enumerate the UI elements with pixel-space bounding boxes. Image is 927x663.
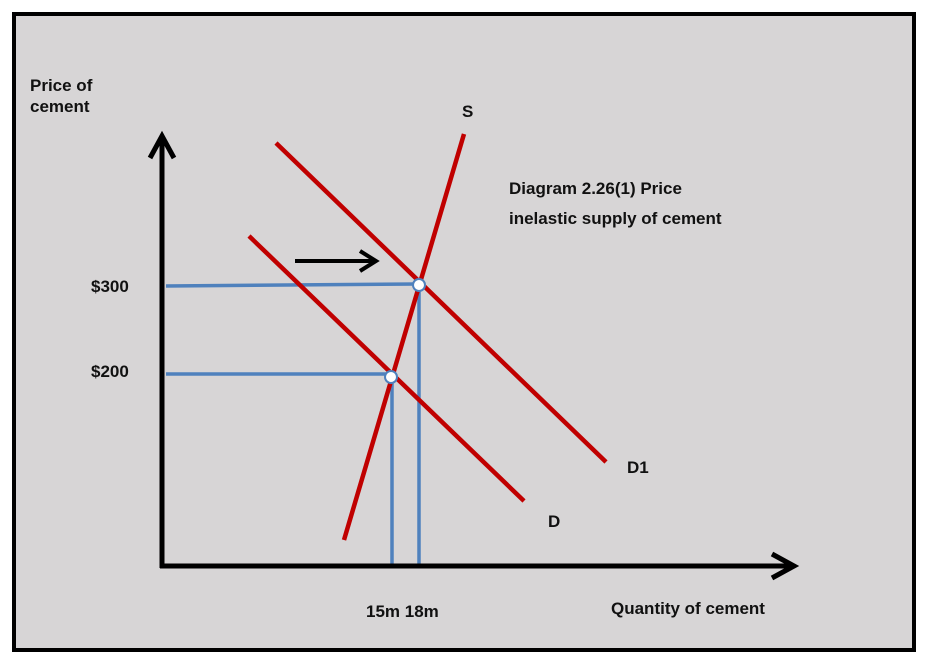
price-label-200: $200	[91, 362, 129, 381]
equilibrium-point-icon	[384, 370, 398, 384]
quantity-labels: 15m 18m	[366, 602, 439, 621]
equilibrium-point-icon	[412, 278, 426, 292]
y-axis-label-line1: Price of	[30, 76, 93, 95]
diagram-title: Diagram 2.26(1) Price inelastic supply o…	[509, 174, 722, 234]
demand-curve-d1	[274, 141, 608, 464]
diagram-title-line2: inelastic supply of cement	[509, 209, 722, 228]
demand-shifted-label: D1	[627, 458, 649, 477]
demand-label: D	[548, 512, 561, 531]
supply-curve-s	[341, 133, 467, 541]
y-axis-label-line2: cement	[30, 97, 90, 117]
x-axis-arrowhead	[770, 551, 800, 581]
price-guide-300	[165, 282, 419, 288]
y-axis-label: Price of cement	[30, 75, 92, 118]
shift-arrow-icon	[295, 249, 380, 273]
price-label-300: $300	[91, 277, 129, 296]
supply-label: S	[462, 102, 474, 121]
demand-curve-d	[247, 234, 526, 503]
y-axis-arrowhead	[147, 130, 177, 160]
diagram-title-line1: Diagram 2.26(1) Price	[509, 179, 682, 198]
x-axis-label: Quantity of cement	[611, 599, 765, 618]
